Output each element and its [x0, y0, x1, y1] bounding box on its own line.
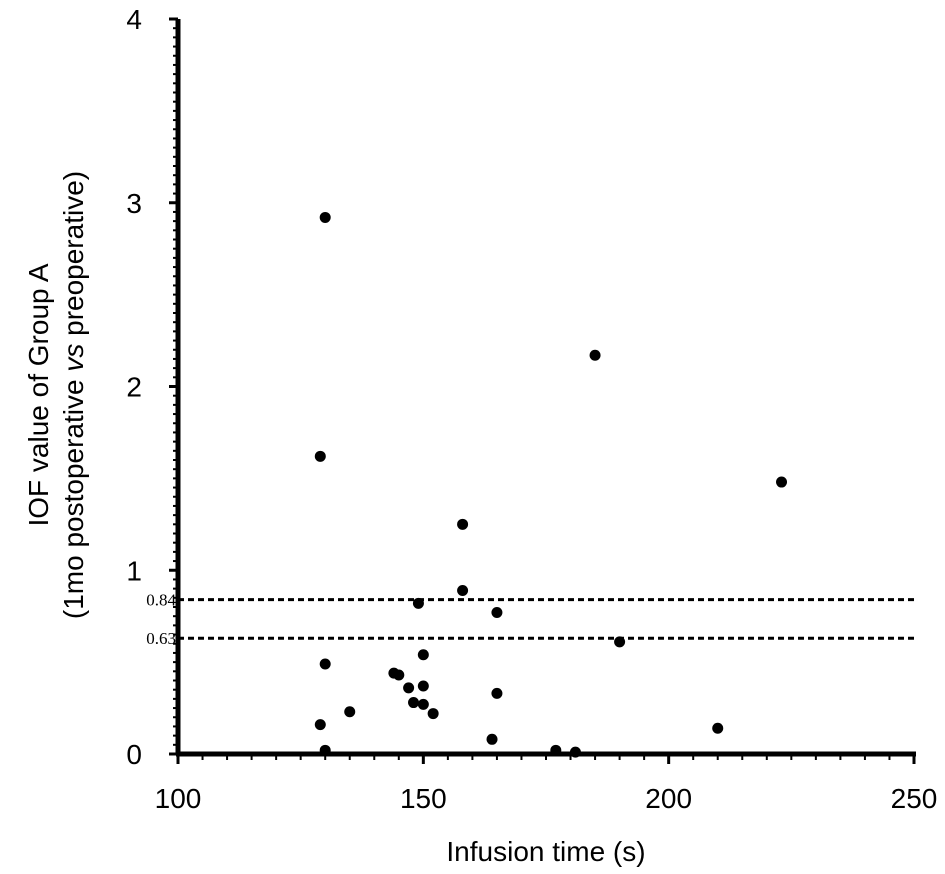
y-axis-subtitle: (1mo postoperative vs preoperative): [58, 171, 89, 619]
data-point: [417, 680, 429, 692]
data-point: [344, 706, 356, 718]
data-point: [408, 697, 420, 709]
reference-line-labels: 0.84 0.63: [146, 591, 176, 649]
y-axis-title-line2-suffix: preoperative): [58, 171, 89, 344]
data-point: [614, 636, 626, 648]
data-point: [417, 698, 429, 710]
reference-lines: [178, 598, 914, 640]
x-tick-label: 250: [891, 783, 938, 814]
data-point: [417, 649, 429, 661]
x-axis-title: Infusion time (s): [446, 836, 645, 867]
data-point: [319, 658, 331, 670]
data-point: [776, 476, 788, 488]
data-point: [319, 211, 331, 223]
data-point: [427, 708, 439, 720]
data-point: [491, 607, 503, 619]
x-tick-label: 200: [645, 783, 692, 814]
y-tick-label: 2: [126, 372, 142, 403]
reference-line-label: 0.84: [146, 591, 176, 610]
reference-line-label: 0.63: [146, 629, 176, 648]
data-point: [712, 722, 724, 734]
data-points: [314, 211, 788, 758]
data-point: [486, 733, 498, 745]
y-tick-label: 3: [126, 188, 142, 219]
tick-labels: 0 1 2 3 4 100 150 200 250: [126, 4, 937, 814]
data-point: [457, 518, 469, 530]
y-axis-title-line1: IOF value of Group A: [23, 263, 54, 526]
y-tick-label: 0: [126, 739, 142, 770]
y-tick-label: 4: [126, 4, 142, 35]
data-point: [403, 682, 415, 694]
data-point: [589, 349, 601, 361]
y-axis-title-line2-italic: vs: [58, 344, 89, 372]
y-axis-title-line2: (1mo postoperative vs preoperative): [58, 171, 89, 619]
data-point: [314, 450, 326, 462]
axes: [169, 17, 916, 764]
data-point: [491, 687, 503, 699]
data-point: [457, 584, 469, 596]
y-tick-label: 1: [126, 555, 142, 586]
x-tick-label: 150: [400, 783, 447, 814]
data-point: [393, 669, 405, 681]
y-axis-title: IOF value of Group A: [23, 263, 54, 526]
data-point: [412, 597, 424, 609]
data-point: [314, 719, 326, 731]
x-tick-label: 100: [155, 783, 202, 814]
y-axis-title-line2-prefix: (1mo postoperative: [58, 372, 89, 619]
